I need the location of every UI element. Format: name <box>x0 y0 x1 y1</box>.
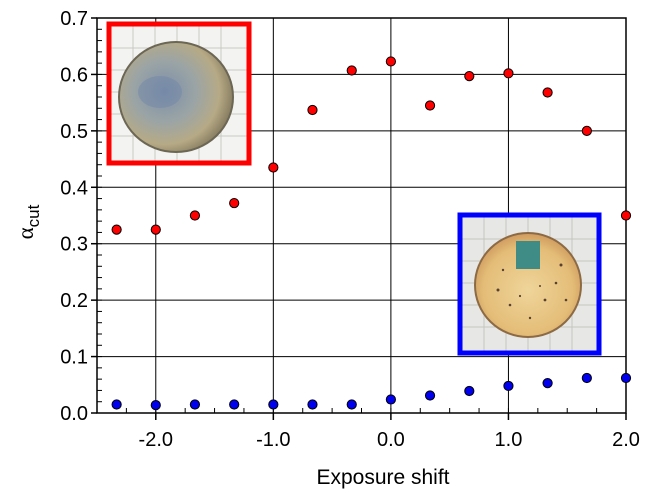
red-data-point <box>620 210 632 221</box>
blue-data-point <box>229 399 240 410</box>
y-tick-label: 0.6 <box>60 64 88 86</box>
red-data-point <box>229 197 240 209</box>
red-data-point <box>542 87 553 98</box>
red-data-point <box>346 65 357 76</box>
blue-data-point <box>307 399 318 410</box>
blue-data-point <box>111 399 122 410</box>
blue-framed-sample-photo <box>457 212 602 356</box>
blue-data-point <box>620 372 632 384</box>
red-data-point <box>503 68 514 79</box>
red-data-point <box>385 56 396 67</box>
blue-data-point <box>581 372 592 384</box>
x-axis-title: Exposure shift <box>316 466 449 489</box>
red-data-point <box>189 210 201 221</box>
x-tick-label: -2.0 <box>139 429 173 451</box>
x-tick-label: 0.0 <box>377 429 405 451</box>
y-tick-label: 0.5 <box>60 121 88 143</box>
blue-data-point <box>346 399 357 410</box>
y-tick-label: 0.0 <box>60 403 88 425</box>
x-tick-label: -1.0 <box>256 429 290 451</box>
x-tick-label: 2.0 <box>612 429 640 451</box>
y-axis-title-base: α <box>13 227 38 239</box>
red-data-point <box>424 100 436 111</box>
y-tick-label: 0.7 <box>60 8 88 30</box>
red-framed-sample-photo <box>106 21 252 166</box>
y-tick-label: 0.2 <box>60 290 88 312</box>
red-data-point <box>307 104 318 116</box>
blue-data-point <box>150 400 161 411</box>
y-axis-title: αcut <box>13 204 43 239</box>
y-tick-label: 0.4 <box>60 177 88 199</box>
blue-data-point <box>385 394 396 405</box>
blue-data-point <box>503 380 514 392</box>
red-data-point <box>581 125 592 136</box>
y-axis-title-sub: cut <box>24 204 43 227</box>
tick-labels: -2.0 -1.0 0.0 1.0 2.0 0.0 0.1 0.2 0.3 0.4 0.5 0.6 0.… <box>60 8 640 451</box>
x-tick-label: 1.0 <box>495 429 523 451</box>
blue-data-point <box>268 399 279 410</box>
y-tick-label: 0.1 <box>60 347 88 369</box>
blue-data-point <box>464 385 475 397</box>
y-tick-label: 0.3 <box>60 234 88 256</box>
red-data-point <box>150 224 161 235</box>
blue-data-point <box>189 399 201 410</box>
blue-data-point <box>542 377 553 389</box>
blue-data-point <box>424 390 436 401</box>
red-data-point <box>111 224 122 235</box>
data-points <box>111 56 632 411</box>
red-data-point <box>268 162 279 173</box>
red-data-point <box>464 71 475 82</box>
